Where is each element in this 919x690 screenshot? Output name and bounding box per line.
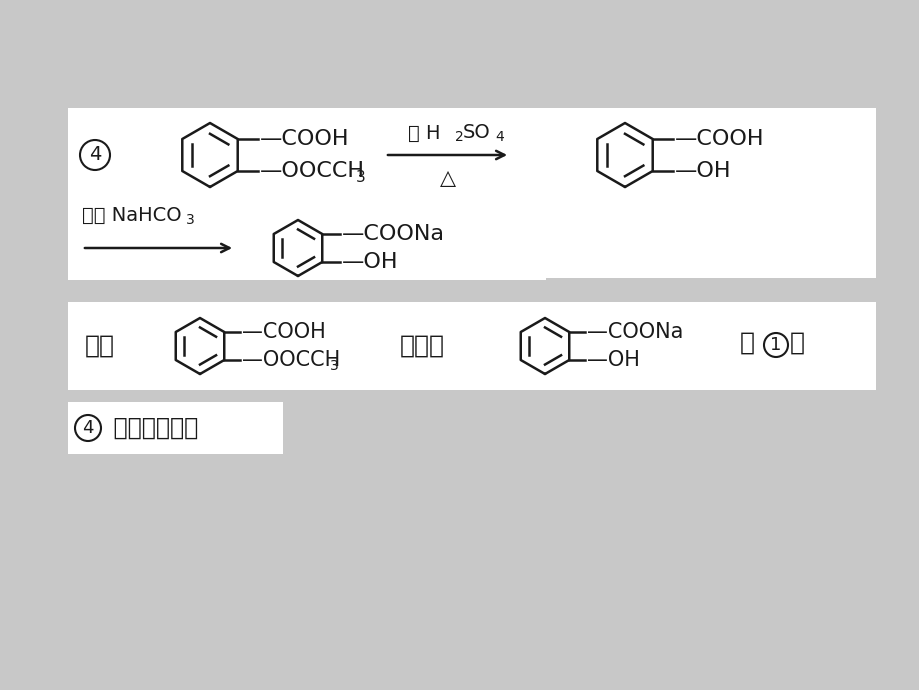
- Bar: [68, 108, 875, 278]
- Text: —COOH: —COOH: [242, 322, 325, 342]
- Text: 4: 4: [82, 419, 94, 437]
- Text: 3: 3: [356, 170, 365, 184]
- Text: 足量 NaHCO: 足量 NaHCO: [82, 206, 181, 224]
- Text: 3: 3: [186, 213, 195, 227]
- Text: 的方法可行。: 的方法可行。: [106, 416, 198, 440]
- Text: —OOCCH: —OOCCH: [242, 350, 340, 370]
- Bar: [68, 198, 545, 280]
- Text: 2: 2: [455, 130, 463, 144]
- Text: 4: 4: [89, 146, 101, 164]
- Text: 1: 1: [769, 336, 781, 354]
- Text: 欲将: 欲将: [85, 334, 115, 358]
- Text: 转化为: 转化为: [400, 334, 445, 358]
- Text: —COOH: —COOH: [674, 129, 764, 149]
- Text: —COONa: —COONa: [586, 322, 683, 342]
- Text: —COONa: —COONa: [342, 224, 445, 244]
- Text: ，: ，: [739, 331, 754, 355]
- Bar: [68, 402, 283, 454]
- Text: —COOH: —COOH: [259, 129, 349, 149]
- Text: 3: 3: [330, 359, 338, 373]
- Text: 稀 H: 稀 H: [407, 124, 440, 143]
- Bar: [68, 302, 875, 390]
- Text: 4: 4: [494, 130, 504, 144]
- Text: SO: SO: [462, 124, 490, 143]
- Text: —OH: —OH: [342, 252, 398, 272]
- Text: △: △: [439, 168, 456, 188]
- Text: —OH: —OH: [586, 350, 640, 370]
- Text: —OOCCH: —OOCCH: [259, 161, 364, 181]
- Text: 、: 、: [789, 331, 804, 355]
- Text: —OH: —OH: [674, 161, 731, 181]
